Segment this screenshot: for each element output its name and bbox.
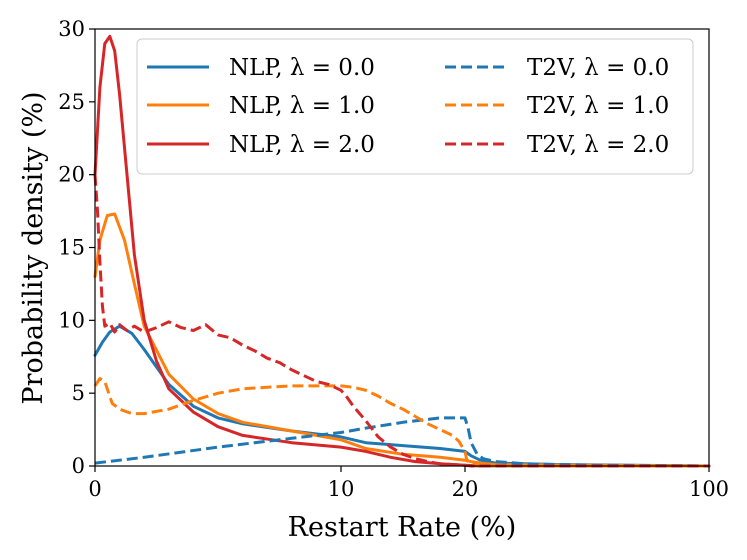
series-line-1 xyxy=(93,212,711,468)
legend-label-3: T2V, λ = 0.0 xyxy=(527,55,669,81)
series-line-4 xyxy=(93,377,709,468)
y-tick-label-4: 20 xyxy=(58,163,85,187)
legend-label-2: NLP, λ = 2.0 xyxy=(229,132,375,158)
series-line-0 xyxy=(93,324,711,468)
x-axis-ticks: 0 10 20 100 xyxy=(88,466,729,501)
y-tick-label-1: 5 xyxy=(72,381,85,405)
legend-label-0: NLP, λ = 0.0 xyxy=(229,55,375,81)
y-tick-label-2: 10 xyxy=(58,308,85,332)
legend: NLP, λ = 0.0 NLP, λ = 1.0 NLP, λ = 2.0 T2V,… xyxy=(136,38,694,175)
y-axis-ticks: 0 5 10 15 20 25 30 xyxy=(58,17,95,478)
y-axis-label: Probability density (%) xyxy=(18,91,49,404)
x-tick-label-3: 100 xyxy=(689,477,729,501)
x-tick-label-2: 20 xyxy=(452,477,479,501)
y-tick-label-0: 0 xyxy=(72,454,85,478)
series-lines xyxy=(93,34,711,468)
legend-label-1: NLP, λ = 1.0 xyxy=(229,93,375,119)
legend-box xyxy=(136,38,694,175)
y-tick-label-5: 25 xyxy=(58,90,85,114)
y-tick-label-6: 30 xyxy=(58,17,85,41)
y-tick-label-3: 15 xyxy=(58,236,85,260)
x-axis-label: Restart Rate (%) xyxy=(288,512,517,543)
series-line-2 xyxy=(93,34,711,468)
legend-label-4: T2V, λ = 1.0 xyxy=(527,93,669,119)
x-tick-label-1: 10 xyxy=(328,477,355,501)
series-line-3 xyxy=(94,416,710,468)
x-tick-label-0: 0 xyxy=(88,477,101,501)
legend-label-5: T2V, λ = 2.0 xyxy=(527,132,669,158)
series-line-5 xyxy=(93,174,709,468)
